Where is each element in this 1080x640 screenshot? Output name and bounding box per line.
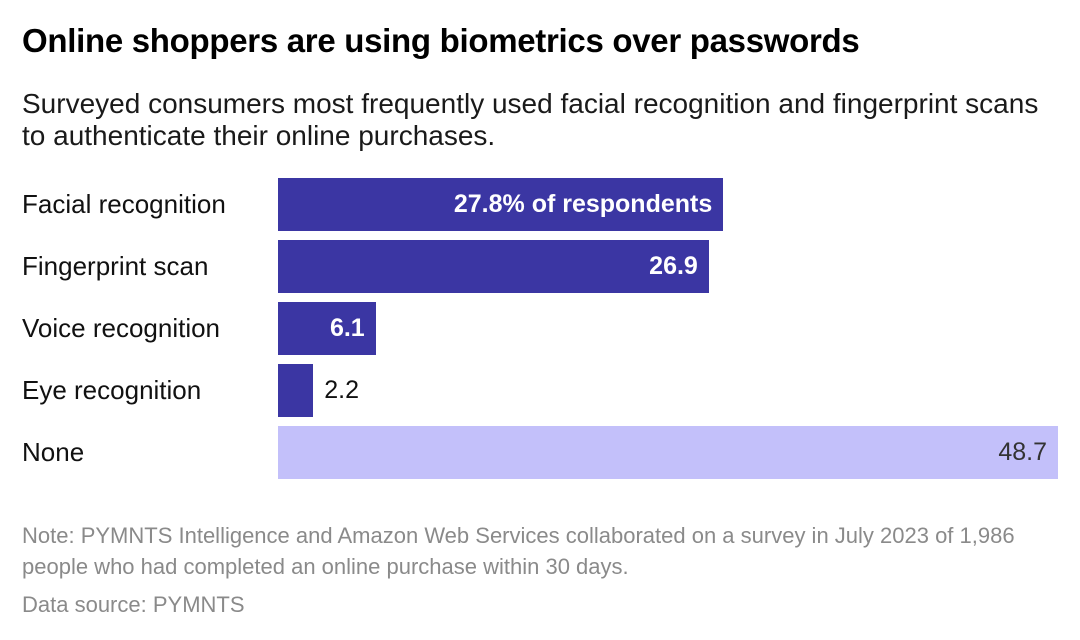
category-label: Voice recognition [22,313,221,343]
category-label: Facial recognition [22,189,226,219]
data-label: 48.7 [998,438,1047,466]
category-label: Eye recognition [22,375,202,405]
bar [278,178,724,231]
category-label: None [22,437,85,467]
chart-title: Online shoppers are using biometrics ove… [22,22,860,59]
bar [278,364,314,417]
bar [278,240,709,293]
chart-note: Note: PYMNTS Intelligence and Amazon Web… [22,523,1015,579]
bar [278,426,1058,479]
data-label: 27.8% of respondents [453,190,713,218]
data-label: 26.9 [649,252,698,280]
chart-subtitle: Surveyed consumers most frequently used … [22,88,1039,151]
bar [278,302,376,355]
category-label: Fingerprint scan [22,251,209,281]
data-label: 2.2 [324,376,359,404]
data-source: Data source: PYMNTS [22,592,245,617]
data-label: 6.1 [329,314,365,342]
